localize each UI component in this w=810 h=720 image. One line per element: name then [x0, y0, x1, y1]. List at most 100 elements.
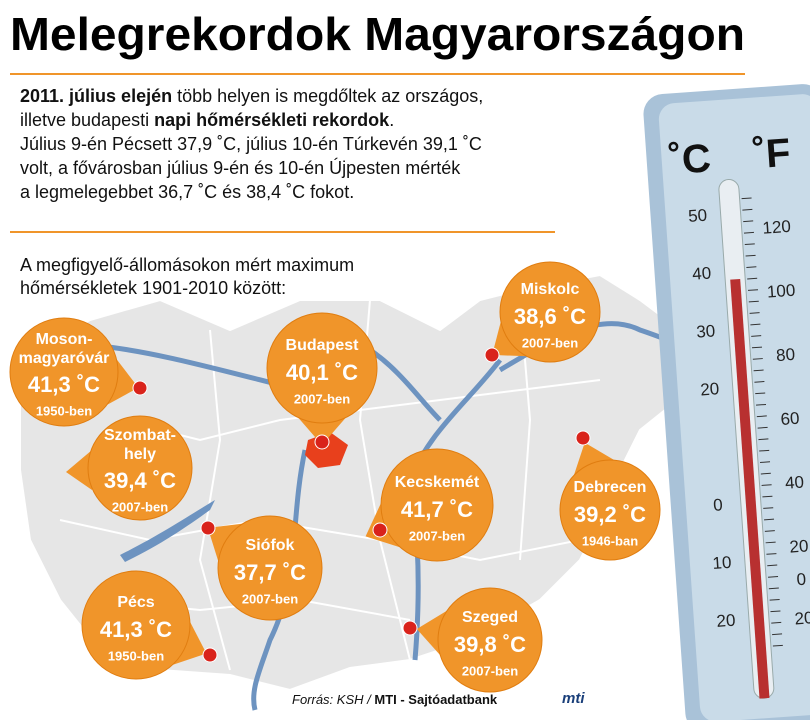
- fahrenheit-tick-label: 100: [766, 281, 796, 302]
- callout: [81, 570, 191, 680]
- scale-tick: [747, 289, 759, 291]
- scale-tick: [769, 598, 780, 601]
- station-year: 1950-ben: [36, 403, 92, 418]
- intro-line: volt, a fővárosban július 9-én és 10-én …: [20, 156, 483, 180]
- station-temp: 40,1 ˚C: [286, 360, 358, 385]
- scale-tick: [742, 208, 753, 211]
- callout-pointer: [66, 450, 92, 490]
- station-dot: [200, 520, 216, 536]
- callout: [437, 587, 543, 693]
- fahrenheit-tick-label: 80: [775, 345, 795, 365]
- station-name: Szombat-: [104, 427, 176, 444]
- scale-tick: [766, 553, 777, 555]
- scale-tick: [760, 472, 771, 475]
- scale-tick: [762, 495, 773, 498]
- logo: mti: [562, 690, 585, 707]
- station-temp: 39,8 ˚C: [454, 632, 526, 657]
- thermometer: ˚C ˚F 50 40 30 20 0 10 20 120 100 80 60 40 20 0 20: [643, 84, 810, 720]
- scale-tick: [751, 346, 763, 349]
- callout: [217, 515, 323, 621]
- subtitle-line: hőmérsékletek 1901-2010 között:: [20, 278, 287, 298]
- scale-tick: [771, 621, 782, 624]
- scale-tick: [741, 197, 752, 200]
- scale-tick: [768, 587, 779, 590]
- station-name: Moson-: [36, 331, 93, 348]
- text-segment: Forrás: KSH /: [292, 692, 375, 707]
- intro-line: Július 9-én Pécsett 37,9 ˚C, július 10-é…: [20, 132, 483, 156]
- scale-tick: [764, 530, 775, 532]
- station-year: 1950-ben: [108, 648, 164, 663]
- scale-tick: [746, 266, 757, 268]
- text-segment: MTI - Sajtóadatbank: [374, 692, 498, 707]
- station: Pécs 41,3 ˚C 1950-ben: [81, 570, 218, 680]
- fahrenheit-unit: ˚F: [751, 131, 792, 178]
- celsius-tick-label: 10: [712, 553, 732, 573]
- celsius-tick-label: 0: [713, 495, 724, 515]
- station: Debrecen 39,2 ˚C 1946-ban: [559, 430, 661, 561]
- scale-tick: [759, 449, 770, 452]
- station-name: Debrecen: [574, 479, 647, 496]
- scale-tick: [770, 610, 781, 613]
- text-segment: napi hőmérsékleti rekordok: [154, 110, 390, 130]
- scale-tick: [764, 518, 775, 521]
- scale-tick: [765, 541, 776, 544]
- station: Moson-magyaróvár 41,3 ˚C 1950-ben: [9, 317, 148, 427]
- intro-text: 2011. július elején több helyen is megdő…: [20, 84, 483, 204]
- station-dot: [202, 647, 218, 663]
- station: Miskolc 38,6 ˚C 2007-ben: [484, 261, 601, 363]
- celsius-tick-label: 20: [700, 379, 720, 399]
- callout-pointer: [298, 417, 346, 445]
- fahrenheit-tick-label: 40: [784, 472, 804, 492]
- station-name: Pécs: [117, 594, 154, 611]
- callout: [499, 261, 601, 363]
- scale-tick: [747, 277, 758, 280]
- fahrenheit-tick-label: 120: [762, 217, 792, 238]
- station-temp: 41,3 ˚C: [100, 617, 172, 642]
- text-segment: 2011. július elején: [20, 86, 173, 106]
- scale-tick: [758, 438, 769, 441]
- scale-tick: [757, 426, 768, 429]
- station-dot: [314, 434, 330, 450]
- text-segment: .: [389, 110, 395, 130]
- station: Siófok 37,7 ˚C 2007-ben: [200, 515, 323, 621]
- celsius-unit: ˚C: [667, 136, 712, 183]
- station-dot: [484, 347, 500, 363]
- scale-tick: [743, 231, 755, 234]
- scale-tick: [752, 358, 763, 360]
- station-temp: 39,2 ˚C: [574, 502, 646, 527]
- scale-tick: [750, 323, 761, 326]
- intro-line: 2011. július elején több helyen is megdő…: [20, 84, 483, 108]
- station-year: 1946-ban: [582, 533, 638, 548]
- station-temp: 37,7 ˚C: [234, 560, 306, 585]
- station-dot: [132, 380, 148, 396]
- intro-line: illetve budapesti napi hőmérsékleti reko…: [20, 108, 483, 132]
- station-dot: [372, 522, 388, 538]
- station: Szombat-hely 39,4 ˚C 2007-ben: [66, 415, 193, 521]
- station: Budapest 40,1 ˚C 2007-ben: [266, 312, 378, 450]
- fahrenheit-tick-label: 20: [794, 608, 810, 628]
- station-year: 2007-ben: [112, 499, 168, 514]
- scale-tick: [756, 415, 767, 418]
- scale-tick: [749, 312, 760, 314]
- callout: [380, 448, 494, 562]
- callout: [266, 312, 378, 424]
- scale-tick: [755, 403, 767, 406]
- station-name: hely: [124, 446, 156, 463]
- station: Kecskemét 41,7 ˚C 2007-ben: [365, 448, 494, 562]
- station-name: Miskolc: [521, 281, 580, 298]
- scale-tick: [761, 484, 772, 486]
- scale-tick: [772, 633, 783, 636]
- scale-tick: [754, 381, 765, 383]
- station-temp: 39,4 ˚C: [104, 468, 176, 493]
- station-name: Kecskemét: [395, 474, 480, 491]
- station-name: Budapest: [286, 337, 360, 354]
- scale-tick: [772, 644, 783, 647]
- text-segment: több helyen is megdőltek az országos,: [172, 86, 484, 106]
- scale-tick: [760, 461, 771, 464]
- subtitle-line: A megfigyelő-állomásokon mért maximum: [20, 255, 355, 275]
- intro-line: a legmelegebbet 36,7 ˚C és 38,4 ˚C fokot…: [20, 180, 483, 204]
- callout: [559, 459, 661, 561]
- station-year: 2007-ben: [522, 335, 578, 350]
- station-year: 2007-ben: [462, 663, 518, 678]
- scale-tick: [755, 392, 766, 395]
